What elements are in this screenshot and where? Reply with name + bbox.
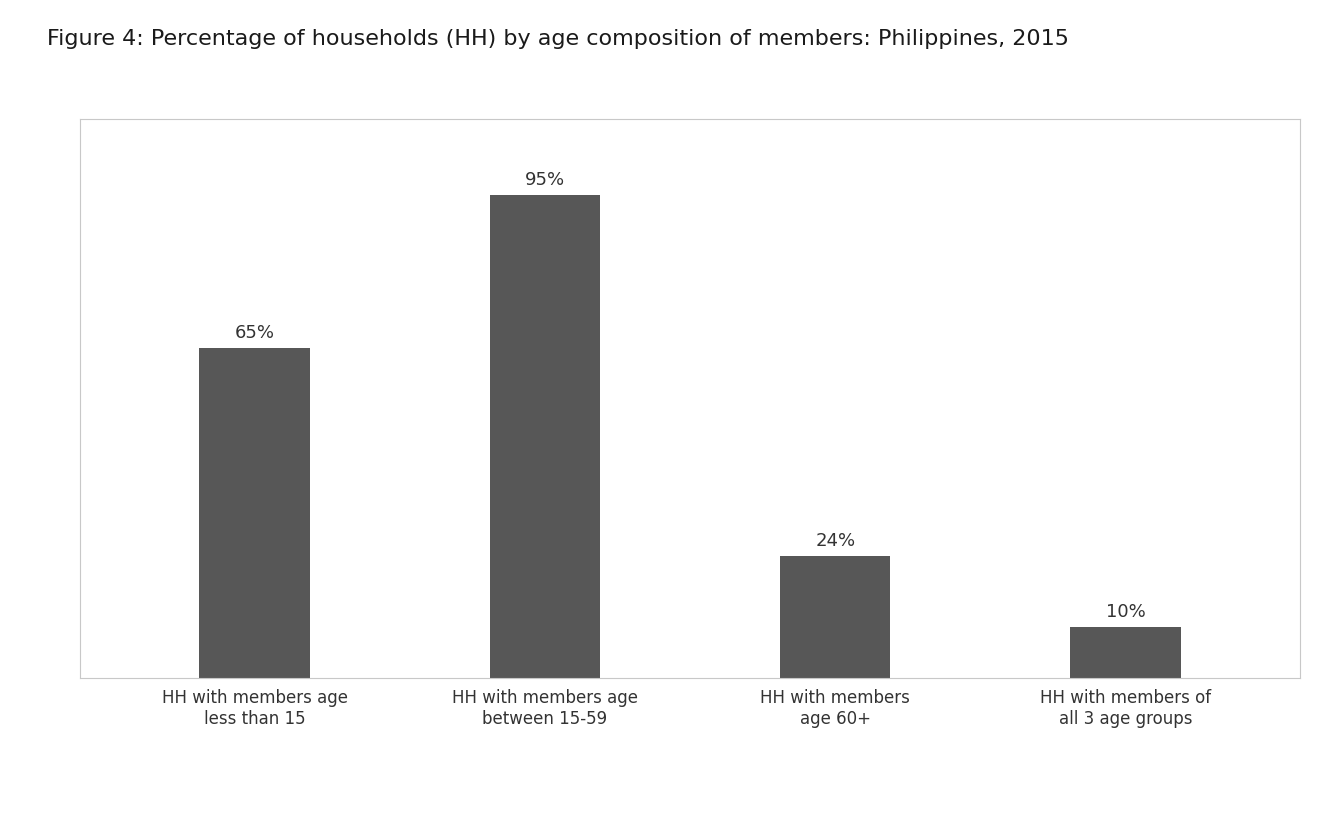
Bar — [1071, 627, 1181, 678]
Text: 24%: 24% — [815, 532, 855, 550]
Text: 95%: 95% — [525, 171, 565, 189]
Bar — [780, 556, 890, 678]
Bar — [489, 196, 600, 678]
Bar — [200, 348, 310, 678]
Text: Figure 4: Percentage of households (HH) by age composition of members: Philippin: Figure 4: Percentage of households (HH) … — [47, 29, 1069, 48]
Text: 10%: 10% — [1106, 603, 1146, 621]
Text: 65%: 65% — [234, 324, 275, 342]
